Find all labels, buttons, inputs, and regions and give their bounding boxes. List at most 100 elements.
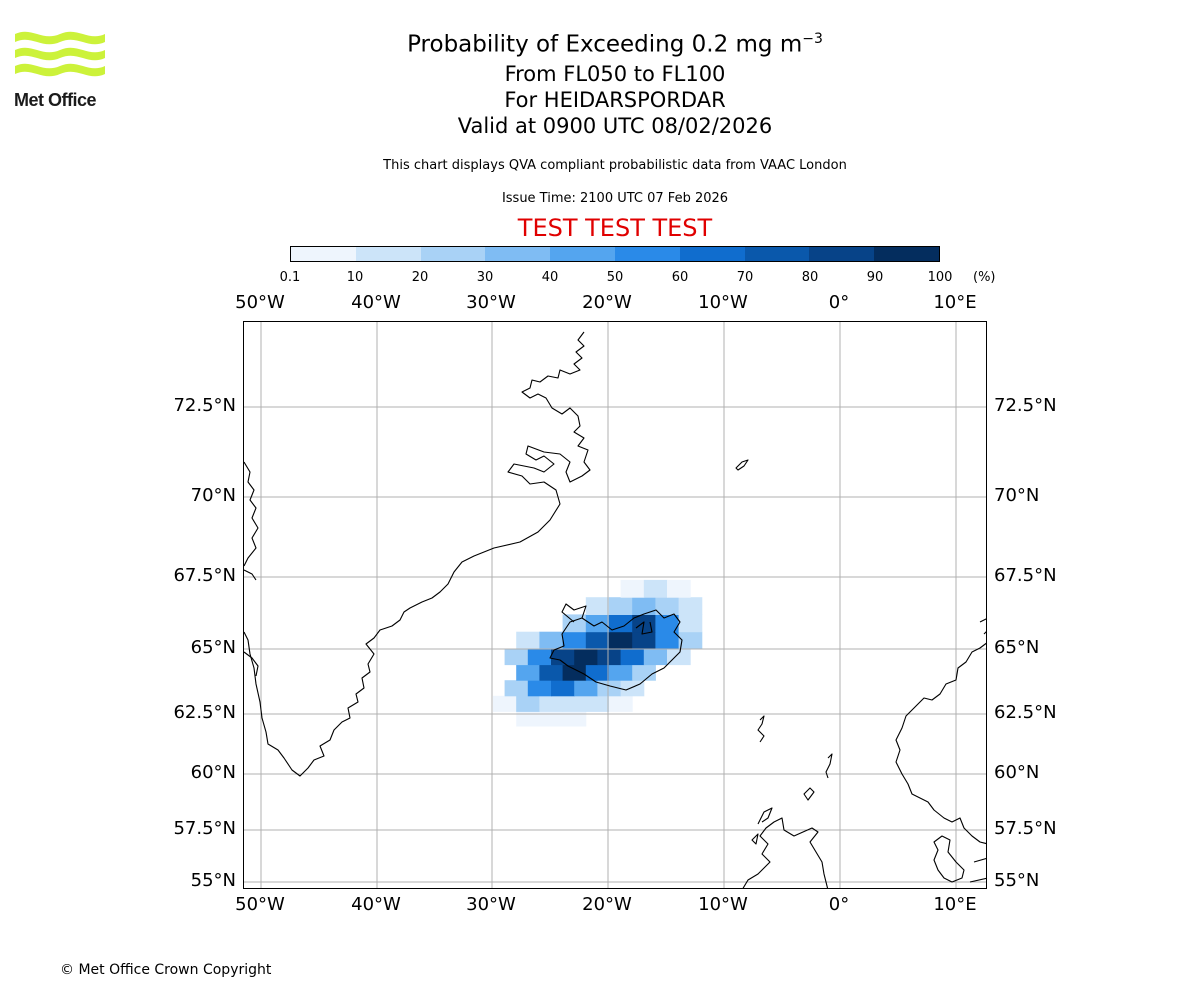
plume-cell [539,695,564,712]
colorbar-segment [874,247,939,261]
plume-cell [655,631,680,650]
plume-cell [574,680,598,697]
lat-label-left: 72.5°N [173,395,236,416]
lat-label-right: 55°N [994,870,1040,891]
plume-cell [609,597,633,615]
plume-cell [504,680,529,697]
colorbar-segment [614,247,680,261]
colorbar-tick-label: 80 [801,270,819,285]
chart-description: This chart displays QVA compliant probab… [383,158,847,173]
colorbar-tick-label: 70 [736,270,754,285]
plume-cell [632,597,656,615]
plume-cell [620,680,645,697]
plume-cell [667,579,691,598]
plume-cell [609,664,633,681]
coast-iceland [549,609,683,691]
chart-title: Probability of Exceeding 0.2 mg m−3 [0,24,1200,61]
plume-cell [551,680,575,697]
lon-label-bottom: 10°E [933,894,977,915]
colorbar-segment [809,247,875,261]
coastlines [244,331,986,888]
plume-cell [643,579,668,598]
wave-logo-icon [15,31,105,77]
lon-label-bottom: 30°W [466,894,516,915]
lat-label-right: 62.5°N [994,702,1057,723]
colorbar-segment [550,247,615,261]
plume-cell [655,614,680,633]
plume-cell [585,597,610,615]
plume-cell [539,631,564,650]
plume-cell [493,695,517,712]
coast-greenland-south [244,651,259,677]
plume-cell [562,631,587,650]
test-banner: TEST TEST TEST [517,214,713,242]
plume-cell [632,631,656,650]
colorbar-tick-label: 10 [346,270,364,285]
lat-label-left: 70°N [190,485,236,506]
plume-cell [609,695,633,712]
coast-norway-islands [979,618,986,635]
plume-cell [562,695,587,712]
coast-norway [895,642,986,845]
coast-hebrides [751,807,773,845]
colorbar-segment [679,247,745,261]
coast-sweden-denmark [933,835,986,883]
copyright: © Met Office Crown Copyright [60,962,272,978]
plume-cell [585,664,610,681]
colorbar-tick-label: 20 [411,270,429,285]
colorbar-tick-label: 60 [671,270,689,285]
plume-cell [609,614,633,633]
colorbar-tick-label: 100 [927,270,953,285]
plume-cell [678,597,703,615]
colorbar-tick-label: 90 [866,270,884,285]
lat-label-right: 70°N [994,485,1040,506]
colorbar-segment [355,247,421,261]
lon-label-bottom: 40°W [351,894,401,915]
chart-titles: Probability of Exceeding 0.2 mg m−3 From… [0,24,1200,139]
graticule [244,322,986,888]
lon-label-bottom: 20°W [582,894,632,915]
lat-label-left: 67.5°N [173,565,236,586]
colorbar-tick-label: 50 [606,270,624,285]
plume-cell [527,680,552,697]
coast-shetland [825,753,833,779]
plume-cell [585,614,610,633]
lon-label-top: 10°E [933,292,977,313]
colorbar-tick-label: 0.1 [279,270,301,285]
title-main: Probability of Exceeding 0.2 mg m [407,31,803,58]
lat-label-left: 65°N [190,637,236,658]
coast-orkney [803,787,815,801]
plume-cell [516,695,540,712]
map-canvas [244,322,986,888]
plume-cell [516,664,540,681]
lat-label-right: 67.5°N [994,565,1057,586]
plume-cell [574,649,598,666]
logo-text: Met Office [14,90,97,110]
lon-label-bottom: 0° [828,894,850,915]
met-office-logo: Met Office [12,28,112,114]
plume-cell [667,649,691,666]
valid-time: Valid at 0900 UTC 08/02/2026 [457,113,773,138]
lon-label-top: 40°W [351,292,401,313]
plume-cell [597,649,622,666]
coast-greenland-east [244,331,591,777]
plume-cell [632,664,656,681]
map-panel[interactable] [243,321,987,889]
plume-cell [678,614,703,633]
plume-cell [678,631,703,650]
lat-label-left: 55°N [190,870,236,891]
lat-label-right: 65°N [994,637,1040,658]
plume-cell [516,631,540,650]
plume-cell [643,649,668,666]
plume-cell [504,649,529,666]
plume-cell [655,597,680,615]
lon-label-top: 50°W [235,292,285,313]
ash-probability-plume [493,579,703,727]
coast-jan-mayen [735,459,749,471]
lat-label-left: 62.5°N [173,702,236,723]
colorbar-tick-label: 30 [476,270,494,285]
title-exponent: −3 [802,31,823,47]
lon-label-top: 0° [828,292,850,313]
colorbar-segment [420,247,486,261]
plume-cell [539,711,564,727]
